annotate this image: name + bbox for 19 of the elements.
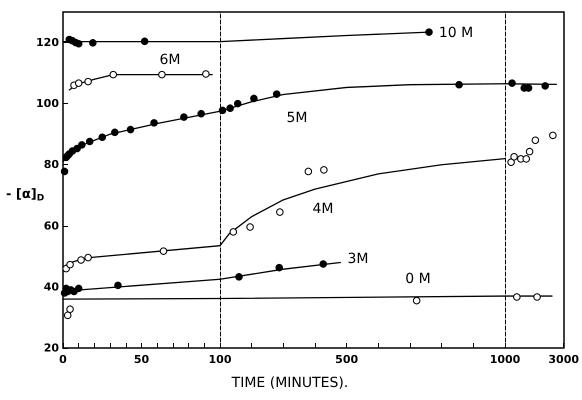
series-label: 5M (286, 110, 308, 126)
y-tick-label: 120 (36, 36, 60, 50)
y-tick-label: 40 (44, 280, 60, 294)
x-tick-label: 0 (59, 353, 68, 366)
series-label: 3M (348, 251, 368, 267)
series-label: 0 M (405, 271, 431, 287)
series-label: 4M (312, 201, 334, 217)
y-tick-label: 100 (36, 97, 60, 110)
x-tick-label: 1000 (490, 353, 521, 366)
x-axis-title: TIME (MINUTES). (230, 375, 348, 391)
x-tick-label: 3000 (548, 353, 580, 366)
x-tick-label: 100 (208, 353, 232, 366)
series-label: 6M (160, 52, 180, 68)
y-tick-label: 60 (44, 219, 60, 232)
x-tick-label: 500 (335, 353, 358, 366)
series-label: 10 M (438, 25, 474, 41)
y-tick-label: 20 (44, 342, 60, 354)
y-tick-label: 80 (44, 158, 60, 172)
x-tick-label: 50 (134, 353, 150, 366)
